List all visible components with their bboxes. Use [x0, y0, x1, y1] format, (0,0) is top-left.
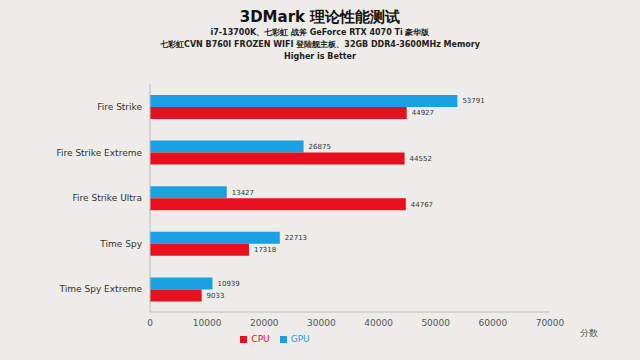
html-text:i7-13700K、七彩虹 战斧 GeForce RTX 4: i7-13700K、七彩虹 战斧 GeForce RTX 4070 Ti 豪华版 [210, 28, 430, 37]
svg-text:20000: 20000 [250, 318, 279, 328]
svg-text:53791: 53791 [462, 97, 484, 105]
svg-text:30000: 30000 [307, 318, 336, 328]
html-text:Higher is Better: Higher is Better [284, 52, 356, 61]
svg-text:13427: 13427 [232, 189, 254, 197]
html-text:GPU: GPU [290, 334, 310, 344]
svg-text:26875: 26875 [309, 143, 331, 151]
svg-text:70000: 70000 [536, 318, 565, 328]
svg-text:Time Spy: Time Spy [99, 239, 142, 249]
svg-text:44927: 44927 [412, 109, 434, 117]
svg-text:Fire Strike: Fire Strike [97, 102, 142, 112]
svg-text:17318: 17318 [254, 246, 276, 254]
svg-text:9033: 9033 [207, 292, 225, 300]
svg-text:10000: 10000 [193, 318, 222, 328]
svg-text:Fire Strike Ultra: Fire Strike Ultra [73, 193, 143, 203]
svg-text:44552: 44552 [410, 155, 432, 163]
svg-text:Fire Strike Extreme: Fire Strike Extreme [56, 148, 142, 158]
svg-text:60000: 60000 [479, 318, 508, 328]
svg-text:50000: 50000 [421, 318, 450, 328]
svg-text:分数: 分数 [580, 328, 598, 338]
svg-text:0: 0 [147, 318, 153, 328]
html-text:七彩虹CVN B760I FROZEN WIFI 登陆舰主板: 七彩虹CVN B760I FROZEN WIFI 登陆舰主板、32GB DDR4… [160, 40, 480, 49]
svg-text:10939: 10939 [218, 280, 240, 288]
svg-text:44767: 44767 [411, 201, 433, 209]
svg-text:40000: 40000 [364, 318, 393, 328]
svg-text:Time Spy Extreme: Time Spy Extreme [59, 284, 143, 294]
html-text:3DMark 理论性能测试: 3DMark 理论性能测试 [239, 8, 401, 26]
svg-text:22713: 22713 [285, 234, 307, 242]
html-text:CPU: CPU [251, 334, 270, 344]
